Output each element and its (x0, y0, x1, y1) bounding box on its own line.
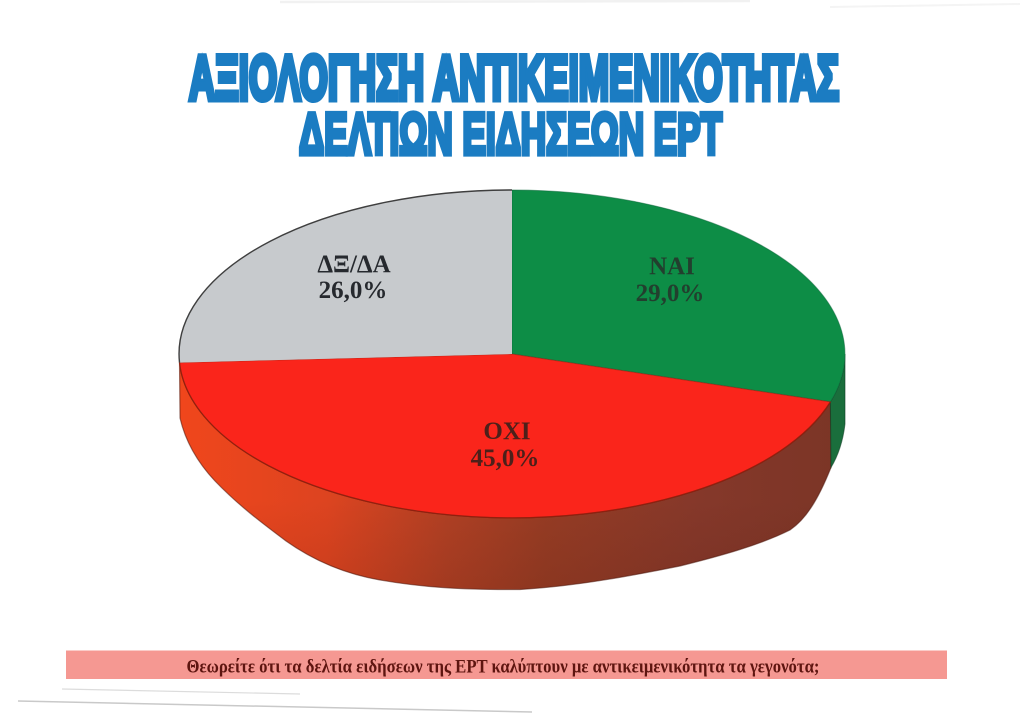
svg-text:ΔΕΛΤΙΩΝ ΕΙΔΗΣΕΩΝ ΕΡΤ: ΔΕΛΤΙΩΝ ΕΙΔΗΣΕΩΝ ΕΡΤ (299, 102, 722, 167)
svg-text:ΝΑΙ: ΝΑΙ (649, 253, 695, 280)
svg-text:45,0%: 45,0% (471, 445, 540, 472)
svg-text:ΑΞΙΟΛΟΓΗΣΗ ΑΝΤΙΚΕΙΜΕΝΙΚΟΤΗΤΑΣ: ΑΞΙΟΛΟΓΗΣΗ ΑΝΤΙΚΕΙΜΕΝΙΚΟΤΗΤΑΣ (189, 44, 839, 114)
svg-text:ΟΧΙ: ΟΧΙ (483, 418, 530, 445)
svg-text:29,0%: 29,0% (636, 280, 705, 307)
svg-text:ΔΞ/ΔΑ: ΔΞ/ΔΑ (317, 251, 390, 278)
svg-text:Θεωρείτε ότι τα δελτία ειδήσεω: Θεωρείτε ότι τα δελτία ειδήσεων της ΕΡΤ … (187, 657, 820, 678)
svg-text:26,0%: 26,0% (319, 277, 388, 304)
